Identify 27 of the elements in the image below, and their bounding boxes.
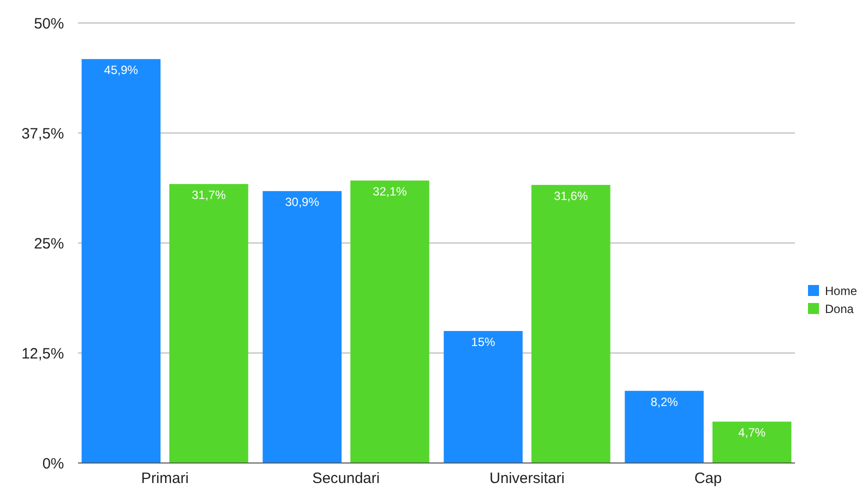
data-label: 31,6%: [554, 188, 588, 203]
data-label: 4,7%: [738, 426, 766, 440]
data-label: 45,9%: [104, 63, 138, 78]
data-label: 15%: [471, 335, 496, 349]
y-tick-label: 37,5%: [21, 125, 64, 142]
y-tick-label: 25%: [34, 235, 64, 252]
bar: [624, 390, 704, 463]
x-tick-label: Universitari: [490, 470, 565, 487]
x-tick-label: Primari: [141, 470, 189, 487]
data-label: 8,2%: [650, 394, 678, 409]
bar: [262, 191, 342, 463]
data-label: 30,9%: [285, 195, 320, 210]
bar: [169, 184, 248, 463]
bar: [444, 331, 523, 463]
data-label: 31,7%: [192, 188, 226, 202]
legend-label: Dona: [825, 302, 854, 316]
legend-label: Home: [825, 284, 858, 298]
bar: [82, 59, 161, 463]
bar: [350, 180, 430, 463]
x-tick-label: Cap: [694, 470, 722, 487]
bar: [712, 422, 792, 463]
bar: [531, 184, 610, 463]
data-label: 32,1%: [372, 184, 408, 199]
y-tick-label: 50%: [34, 15, 64, 32]
y-tick-label: 0%: [42, 455, 64, 472]
y-tick-label: 12,5%: [21, 345, 64, 362]
x-tick-label: Secundari: [312, 470, 380, 487]
